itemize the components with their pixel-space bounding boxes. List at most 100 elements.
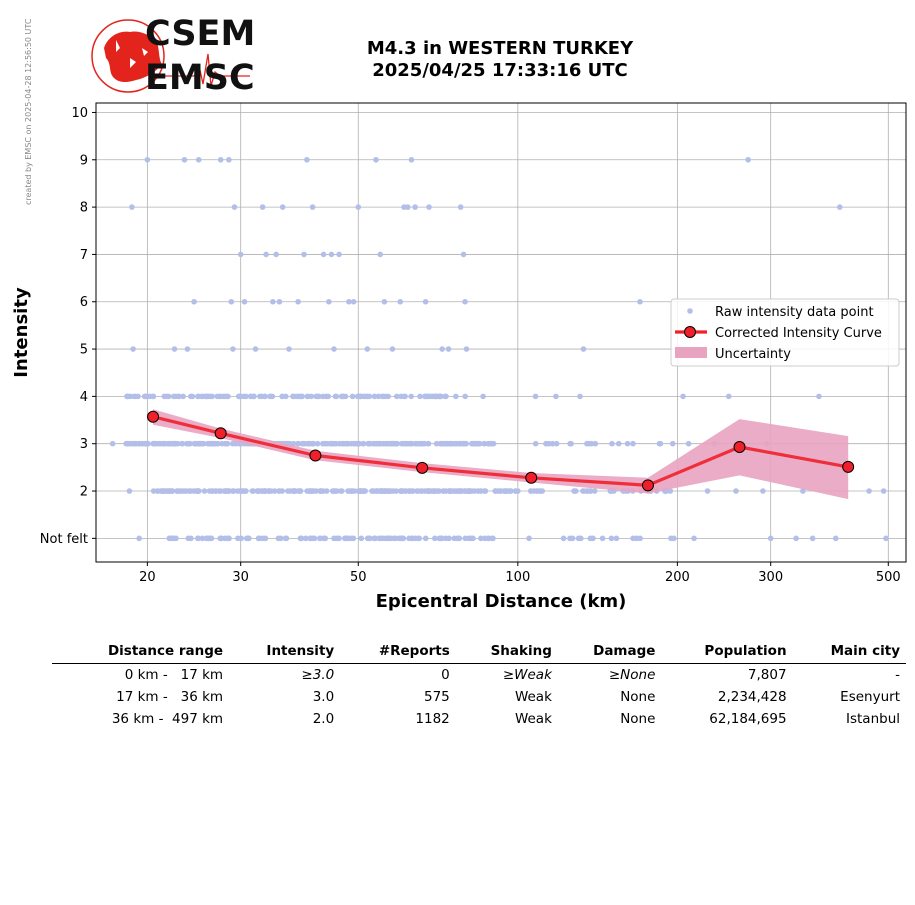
raw-intensity-point (422, 535, 429, 542)
logo-text-emsc: EMSC (145, 58, 255, 98)
raw-intensity-point (325, 393, 332, 400)
raw-intensity-point (477, 488, 484, 494)
raw-intensity-point (880, 488, 887, 494)
raw-intensity-point (809, 535, 816, 542)
raw-intensity-point (426, 204, 432, 210)
raw-intensity-point (191, 298, 197, 305)
raw-intensity-point (309, 204, 316, 210)
curve-marker (416, 461, 429, 474)
raw-intensity-point (451, 488, 457, 494)
raw-intensity-point (270, 298, 276, 305)
raw-intensity-point (161, 393, 168, 400)
raw-intensity-point (704, 488, 711, 494)
raw-intensity-point (465, 535, 472, 542)
legend-label-curve: Corrected Intensity Curve (715, 326, 882, 341)
raw-intensity-point (464, 488, 471, 494)
raw-intensity-point (733, 488, 739, 494)
y-tick-label: 10 (71, 106, 88, 121)
raw-intensity-point (366, 393, 373, 400)
raw-intensity-point (123, 440, 129, 447)
raw-intensity-point (482, 488, 489, 494)
raw-intensity-point (422, 298, 429, 305)
cell-distance-range: 17 km - 36 km (116, 689, 224, 705)
cell-damage: None (620, 711, 656, 727)
raw-intensity-point (421, 488, 428, 494)
raw-intensity-point (109, 440, 116, 447)
curve-marker (641, 479, 654, 492)
raw-intensity-point (241, 298, 248, 305)
raw-intensity-point (403, 440, 410, 447)
raw-intensity-point (420, 440, 426, 447)
raw-intensity-point (201, 488, 208, 494)
raw-intensity-point (365, 440, 372, 447)
cell-reports: 575 (423, 689, 450, 705)
raw-intensity-point (243, 393, 249, 400)
raw-intensity-point (362, 488, 369, 494)
raw-intensity-point (462, 298, 468, 305)
raw-intensity-point (195, 156, 202, 163)
cell-population: 2,234,428 (717, 689, 787, 705)
csem-emsc-logo: CSEM EMSC (90, 14, 260, 98)
raw-intensity-point (215, 440, 221, 447)
cell-main-city: Esenyurt (840, 689, 900, 705)
raw-intensity-point (482, 535, 488, 542)
raw-intensity-point (328, 251, 335, 258)
raw-intensity-point (190, 488, 197, 494)
y-tick-label: 8 (80, 201, 88, 216)
raw-intensity-point (349, 393, 356, 400)
raw-intensity-point (408, 393, 414, 400)
raw-intensity-point (381, 298, 388, 305)
raw-intensity-point (725, 393, 732, 400)
raw-intensity-point (279, 393, 285, 400)
x-axis-label: Epicentral Distance (km) (376, 591, 627, 612)
raw-intensity-point (219, 440, 225, 447)
raw-intensity-point (480, 393, 486, 400)
raw-intensity-point (166, 535, 173, 542)
raw-intensity-point (210, 440, 217, 447)
raw-intensity-point (320, 251, 327, 258)
raw-intensity-point (181, 156, 188, 163)
raw-intensity-point (313, 488, 319, 494)
raw-intensity-point (195, 535, 202, 542)
raw-intensity-point (414, 488, 420, 494)
header-shaking: Shaking (455, 640, 558, 664)
raw-intensity-point (170, 393, 177, 400)
cell-damage: None (620, 689, 656, 705)
raw-intensity-point (408, 440, 415, 447)
raw-intensity-point (685, 440, 692, 447)
legend-raw-swatch (687, 308, 693, 314)
cell-intensity: 2.0 (312, 711, 335, 727)
raw-intensity-point (236, 393, 242, 400)
raw-intensity-point (161, 440, 167, 447)
raw-intensity-point (231, 204, 238, 210)
raw-intensity-point (249, 488, 256, 494)
raw-intensity-point (295, 298, 301, 305)
raw-intensity-point (393, 393, 400, 400)
raw-intensity-point (286, 346, 292, 352)
cell-distance-range: 0 km - 17 km (124, 667, 224, 683)
raw-intensity-point (141, 393, 148, 400)
raw-intensity-point (397, 298, 404, 305)
raw-intensity-point (399, 440, 405, 447)
raw-intensity-point (307, 488, 314, 494)
raw-intensity-point (745, 156, 751, 163)
y-tick-label: 3 (80, 437, 88, 452)
plot-frame (95, 102, 907, 563)
y-tick-label: 4 (80, 390, 88, 405)
raw-intensity-point (199, 535, 206, 542)
raw-intensity-point (468, 440, 475, 447)
raw-intensity-point (176, 488, 183, 494)
raw-intensity-point (256, 535, 263, 542)
header-reports: #Reports (340, 640, 456, 664)
raw-intensity-point (317, 535, 324, 542)
raw-intensity-point (577, 393, 583, 400)
raw-intensity-point (173, 535, 179, 542)
raw-intensity-point (128, 440, 135, 447)
raw-intensity-point (322, 535, 329, 542)
raw-intensity-point (230, 346, 236, 352)
raw-intensity-point (760, 488, 766, 494)
raw-intensity-point (259, 204, 266, 210)
raw-intensity-point (364, 346, 371, 352)
raw-intensity-point (515, 488, 521, 494)
raw-intensity-point (299, 440, 306, 447)
